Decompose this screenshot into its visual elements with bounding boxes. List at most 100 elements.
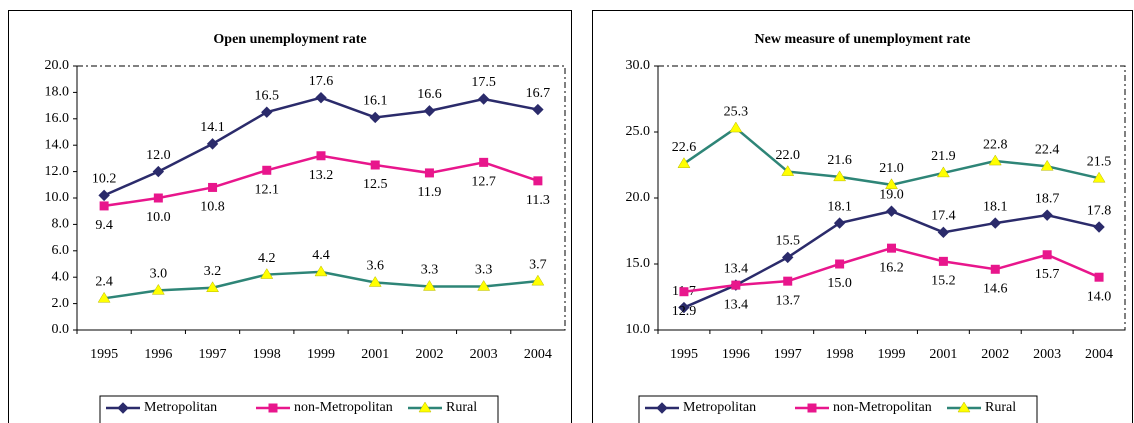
chart-title: Open unemployment rate	[213, 32, 366, 47]
data-label: 16.2	[879, 260, 904, 275]
marker	[887, 243, 896, 253]
data-label: 12.5	[363, 177, 388, 192]
legend-box	[99, 395, 499, 423]
legend-label: Rural	[985, 400, 1016, 415]
marker	[729, 121, 743, 133]
marker	[835, 259, 845, 269]
data-label: 17.5	[471, 75, 496, 90]
data-label: 21.6	[827, 153, 852, 168]
x-tick-label: 2001	[361, 347, 389, 362]
data-label: 14.1	[200, 120, 225, 135]
marker	[807, 403, 817, 413]
marker	[989, 217, 1001, 229]
marker	[936, 166, 950, 178]
marker	[783, 276, 793, 286]
marker	[98, 189, 110, 202]
marker	[1041, 209, 1053, 221]
x-tick-label: 1997	[774, 347, 802, 362]
y-tick-label: 25.0	[626, 124, 651, 139]
marker	[533, 176, 543, 186]
marker	[424, 168, 434, 178]
data-label: 3.0	[150, 267, 168, 282]
marker	[260, 268, 274, 279]
data-label: 22.8	[983, 137, 1008, 152]
data-label: 16.1	[363, 94, 388, 109]
legend-label: Rural	[446, 400, 477, 415]
data-label: 4.2	[258, 251, 276, 266]
data-label: 19.0	[879, 187, 904, 202]
marker	[532, 103, 544, 116]
marker	[957, 401, 971, 413]
x-tick-label: 2001	[929, 347, 957, 362]
marker	[477, 93, 490, 105]
y-tick-label: 12.0	[45, 164, 70, 179]
data-label: 15.7	[1035, 267, 1060, 282]
data-label: 10.0	[146, 210, 171, 225]
data-label: 11.3	[526, 193, 550, 208]
marker	[268, 403, 278, 413]
x-tick-label: 2003	[1033, 347, 1061, 362]
y-tick-label: 6.0	[52, 243, 70, 258]
data-label: 15.2	[931, 274, 956, 289]
marker	[731, 280, 741, 290]
marker	[97, 291, 111, 303]
data-label: 17.4	[931, 209, 956, 224]
data-label: 11.9	[417, 185, 441, 200]
data-label: 13.4	[724, 261, 749, 276]
marker	[418, 401, 432, 413]
x-tick-label: 1996	[722, 347, 750, 362]
x-tick-label: 1995	[670, 347, 698, 362]
data-label: 18.1	[983, 199, 1008, 214]
legend-label: Metropolitan	[144, 400, 217, 415]
marker	[316, 151, 326, 161]
x-tick-label: 1999	[307, 347, 335, 362]
legend-box	[638, 395, 1038, 423]
marker	[152, 165, 165, 178]
marker	[938, 256, 948, 266]
marker	[656, 402, 668, 414]
data-label: 21.5	[1087, 154, 1112, 169]
x-tick-label: 1997	[199, 347, 227, 362]
data-label: 16.6	[417, 87, 442, 102]
marker	[99, 201, 109, 211]
marker	[885, 205, 898, 217]
marker	[1092, 171, 1106, 183]
marker	[782, 251, 794, 264]
chart-title: New measure of unemployment rate	[755, 32, 971, 47]
legend-label: non-Metropolitan	[294, 400, 393, 415]
data-label: 15.5	[775, 234, 800, 249]
marker	[477, 279, 491, 291]
x-tick-label: 2002	[415, 347, 443, 362]
data-label: 12.7	[471, 175, 496, 190]
marker	[833, 217, 846, 229]
marker	[1040, 159, 1054, 171]
marker	[423, 279, 436, 291]
data-label: 12.0	[146, 148, 171, 163]
data-label: 4.4	[312, 248, 330, 263]
marker	[368, 275, 382, 287]
marker	[988, 154, 1002, 166]
y-tick-label: 10.0	[45, 190, 70, 205]
marker	[117, 402, 129, 414]
data-label: 18.7	[1035, 191, 1060, 206]
marker	[206, 281, 219, 293]
x-tick-label: 2002	[981, 347, 1009, 362]
marker	[1042, 250, 1052, 260]
y-tick-label: 20.0	[626, 190, 651, 205]
marker	[990, 264, 1000, 274]
marker	[1093, 221, 1105, 233]
y-tick-label: 14.0	[45, 137, 70, 152]
x-tick-label: 1998	[253, 347, 281, 362]
data-label: 14.0	[1087, 289, 1112, 304]
y-tick-label: 18.0	[45, 85, 70, 100]
x-tick-label: 1999	[878, 347, 906, 362]
data-label: 10.2	[92, 172, 117, 187]
data-label: 16.5	[255, 88, 280, 103]
marker	[208, 182, 218, 192]
data-label: 15.0	[827, 276, 852, 291]
data-label: 13.7	[775, 293, 800, 308]
x-tick-label: 1995	[90, 347, 118, 362]
data-label: 3.6	[366, 259, 384, 274]
data-label: 18.1	[827, 199, 852, 214]
